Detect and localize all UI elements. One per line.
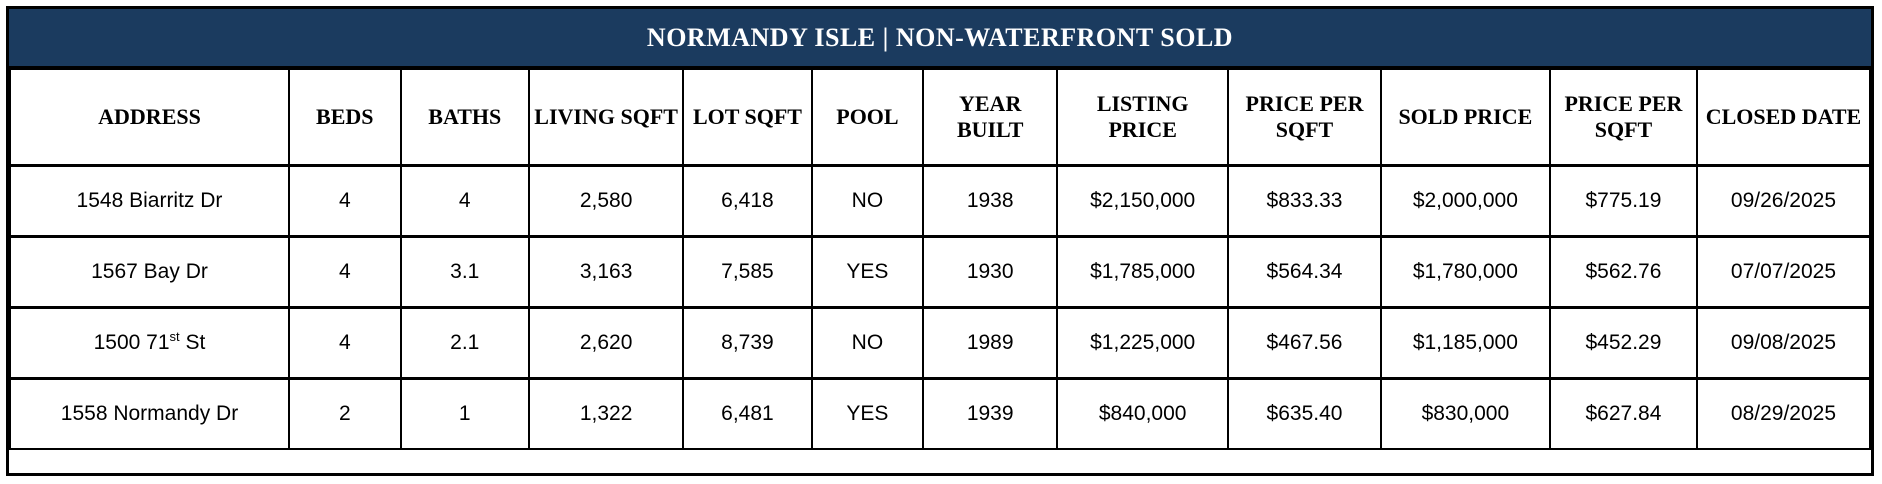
table-cell: 1938 (922, 163, 1059, 237)
column-header: ADDRESS (9, 68, 290, 167)
column-header: POOL (810, 68, 925, 167)
table-cell: $1,185,000 (1379, 305, 1552, 379)
table-cell: 09/26/2025 (1695, 163, 1872, 237)
table-cell: 3.1 (399, 234, 530, 308)
table-cell: 4 (288, 305, 402, 379)
table-cell: 1558 Normandy Dr (9, 376, 290, 450)
table-cell: YES (810, 376, 925, 450)
table-cell: $2,150,000 (1056, 163, 1230, 237)
table-cell: $1,780,000 (1379, 234, 1552, 308)
column-header: BATHS (399, 68, 530, 167)
table-title: NORMANDY ISLE | NON-WATERFRONT SOLD (646, 22, 1234, 52)
table-cell: 1930 (922, 234, 1059, 308)
table-cell: 4 (288, 234, 402, 308)
table-cell: 4 (399, 163, 530, 237)
table-cell: 2,580 (527, 163, 685, 237)
table-cell: $830,000 (1379, 376, 1552, 450)
table-cell: $562.76 (1549, 234, 1698, 308)
listings-data-table: ADDRESS BEDS BATHS LIVING SQFT LOT SQFT POOL Y… (9, 68, 1872, 450)
table-cell: 1567 Bay Dr (9, 234, 290, 308)
table-cell: 6,481 (682, 376, 813, 450)
column-header: SOLD PRICE (1379, 68, 1552, 167)
table-cell: 3,163 (527, 234, 685, 308)
table-row: 1500 71st St 4 2.1 2,620 8,739 NO 1989 $1,225,0… (9, 305, 1872, 379)
table-cell: $452.29 (1549, 305, 1698, 379)
table-cell: $775.19 (1549, 163, 1698, 237)
table-cell: 1,322 (527, 376, 685, 450)
table-header: ADDRESS BEDS BATHS LIVING SQFT LOT SQFT POOL Y… (9, 68, 1872, 167)
table-cell: 4 (288, 163, 402, 237)
column-header: PRICE PER SQFT (1227, 68, 1382, 167)
table-body: 1548 Biarritz Dr 4 4 2,580 6,418 NO 1938 $2,150… (9, 163, 1872, 450)
table-title-bar: NORMANDY ISLE | NON-WATERFRONT SOLD (9, 9, 1871, 68)
table-cell: 2,620 (527, 305, 685, 379)
table-cell: $635.40 (1227, 376, 1382, 450)
table-cell: YES (810, 234, 925, 308)
column-header: PRICE PER SQFT (1549, 68, 1698, 167)
column-header: CLOSED DATE (1695, 68, 1872, 167)
table-cell: $833.33 (1227, 163, 1382, 237)
table-cell: 1939 (922, 376, 1059, 450)
table-row: 1548 Biarritz Dr 4 4 2,580 6,418 NO 1938 $2,150… (9, 163, 1872, 237)
table-cell: $564.34 (1227, 234, 1382, 308)
column-header: LIVING SQFT (527, 68, 685, 167)
header-row: ADDRESS BEDS BATHS LIVING SQFT LOT SQFT POOL Y… (9, 68, 1872, 167)
table-cell: 08/29/2025 (1695, 376, 1872, 450)
column-header: LOT SQFT (682, 68, 813, 167)
table-cell: 1989 (922, 305, 1059, 379)
table-cell: $1,785,000 (1056, 234, 1230, 308)
table-row: 1567 Bay Dr 4 3.1 3,163 7,585 YES 1930 $1,785,0… (9, 234, 1872, 308)
column-header: YEAR BUILT (922, 68, 1059, 167)
table-cell: 1548 Biarritz Dr (9, 163, 290, 237)
table-cell: 7,585 (682, 234, 813, 308)
table-cell: $627.84 (1549, 376, 1698, 450)
table-cell: 6,418 (682, 163, 813, 237)
table-cell: 2.1 (399, 305, 530, 379)
table-cell: 09/08/2025 (1695, 305, 1872, 379)
column-header: BEDS (288, 68, 402, 167)
table-cell: $467.56 (1227, 305, 1382, 379)
table-cell: $1,225,000 (1056, 305, 1230, 379)
table-cell: 1 (399, 376, 530, 450)
column-header: LISTING PRICE (1056, 68, 1230, 167)
table-cell: NO (810, 305, 925, 379)
table-cell: 2 (288, 376, 402, 450)
table-cell: 8,739 (682, 305, 813, 379)
table-cell: 07/07/2025 (1695, 234, 1872, 308)
sold-listings-table: NORMANDY ISLE | NON-WATERFRONT SOLD ADDR… (6, 6, 1874, 476)
table-row: 1558 Normandy Dr 2 1 1,322 6,481 YES 1939 $840,… (9, 376, 1872, 450)
table-cell: $2,000,000 (1379, 163, 1552, 237)
table-cell: $840,000 (1056, 376, 1230, 450)
table-cell: 1500 71st St (9, 305, 290, 379)
table-cell: NO (810, 163, 925, 237)
